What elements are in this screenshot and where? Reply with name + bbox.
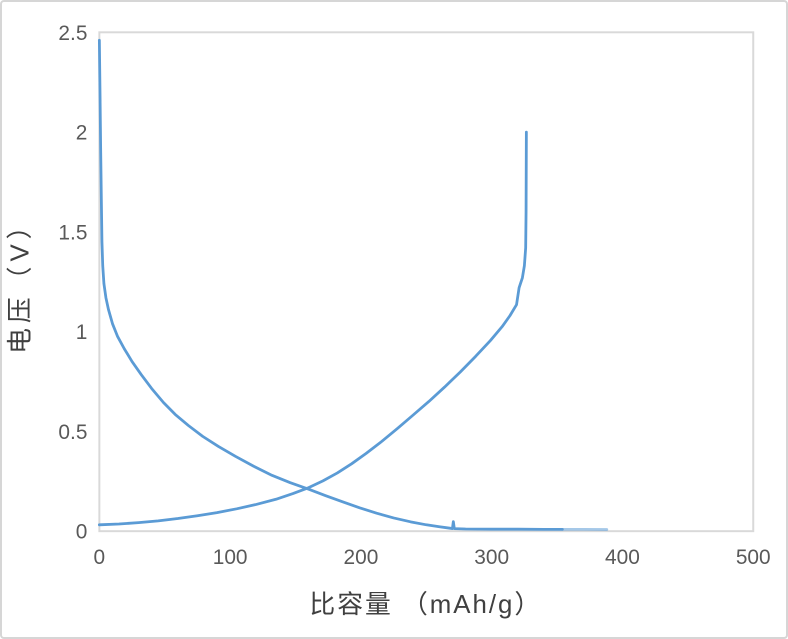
x-tick-label: 100 (213, 546, 248, 569)
y-tick-label: 0.5 (58, 421, 87, 444)
y-tick-label: 2.5 (58, 22, 87, 45)
data-curves (97, 38, 609, 531)
y-tick-label: 2 (76, 122, 88, 145)
y-tick-label: 1.5 (58, 221, 87, 244)
x-tick-label: 300 (474, 546, 509, 569)
x-tick-label: 400 (605, 546, 640, 569)
x-axis-title: 比容量 （mAh/g） (309, 590, 542, 619)
plot-border-rect (98, 31, 755, 533)
y-axis-title: 电压（V） (5, 209, 34, 354)
x-axis-tick-labels: 0 100 200 300 400 500 (94, 546, 771, 569)
charge-curve (97, 130, 528, 527)
y-tick-label: 1 (76, 321, 88, 344)
plot-area-border (98, 31, 755, 533)
x-tick-label: 0 (94, 546, 106, 569)
discharge-curve (97, 38, 564, 531)
y-tick-label: 0 (76, 521, 88, 544)
x-tick-label: 500 (736, 546, 771, 569)
y-axis-tick-labels: 0 0.5 1 1.5 2 2.5 (58, 22, 87, 544)
x-tick-label: 200 (344, 546, 379, 569)
